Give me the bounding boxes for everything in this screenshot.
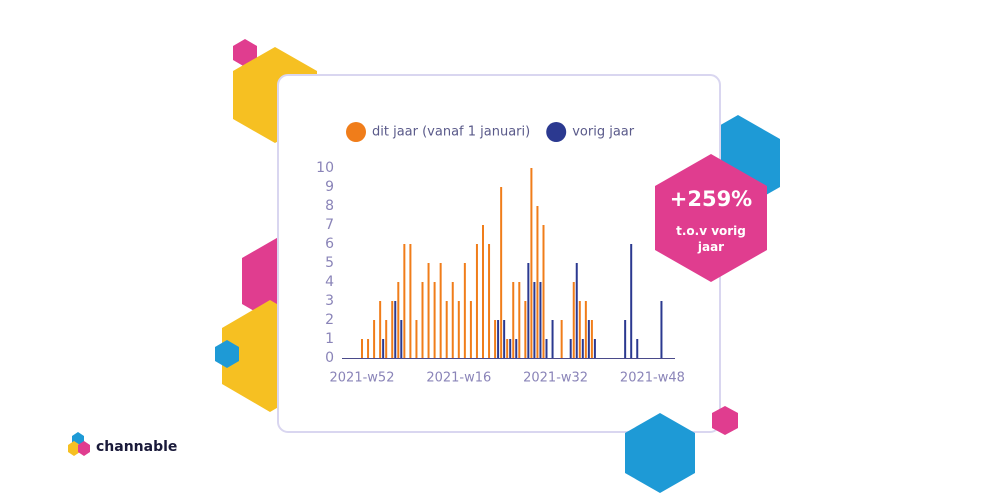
bar: [488, 244, 491, 358]
bar: [536, 206, 539, 358]
bar: [630, 244, 633, 358]
bar: [512, 282, 515, 358]
bar: [494, 320, 497, 358]
bar: [415, 320, 418, 358]
y-tick-label: 5: [325, 255, 334, 271]
y-tick-label: 4: [325, 274, 334, 290]
y-tick-label: 2: [325, 312, 334, 328]
bar: [469, 301, 472, 358]
bar: [457, 301, 460, 358]
bar: [367, 339, 370, 358]
bar: [391, 301, 394, 358]
bar: [421, 282, 424, 358]
bar: [475, 244, 478, 358]
bar: [385, 320, 388, 358]
y-tick-label: 3: [325, 293, 334, 309]
bar: [482, 225, 484, 358]
y-tick-label: 7: [325, 217, 334, 233]
bar: [533, 282, 536, 358]
bar: [373, 320, 376, 358]
bar: [593, 339, 596, 358]
x-tick-label: 2021-w48: [620, 371, 685, 386]
bar: [575, 263, 578, 358]
legend-swatch: [346, 122, 366, 142]
callout-hex: [655, 154, 767, 282]
bar: [400, 320, 403, 358]
bar: [394, 301, 397, 358]
bar: [584, 301, 587, 358]
bar: [433, 282, 436, 358]
bar: [515, 339, 518, 358]
bar: [636, 339, 639, 358]
y-tick-label: 10: [316, 160, 334, 176]
bar: [569, 339, 572, 358]
bar: [379, 301, 382, 358]
bar: [527, 263, 530, 358]
y-tick-label: 0: [325, 350, 334, 366]
bar: [524, 301, 527, 358]
bar: [518, 282, 521, 358]
bar: [463, 263, 466, 358]
bar: [624, 320, 627, 358]
deco-hex: [625, 413, 695, 493]
bar: [506, 339, 509, 358]
bar: [500, 187, 503, 358]
bar: [403, 244, 406, 358]
logo: [78, 441, 90, 456]
bar: [530, 168, 533, 358]
bar: [497, 320, 500, 358]
brand: channable: [96, 439, 177, 455]
y-tick-label: 8: [325, 198, 334, 214]
callout-value: +259%: [670, 187, 752, 211]
bar: [578, 301, 581, 358]
bar: [572, 282, 575, 358]
x-tick-label: 2021-w16: [426, 371, 491, 386]
logo: [68, 441, 80, 456]
bar: [660, 301, 663, 358]
deco-hex: [215, 340, 239, 368]
bar: [587, 320, 590, 358]
bar: [542, 225, 545, 358]
y-tick-label: 9: [325, 179, 334, 195]
bar: [397, 282, 400, 358]
y-tick-label: 1: [325, 331, 334, 347]
bar: [503, 320, 506, 358]
bar: [439, 263, 442, 358]
y-tick-label: 6: [325, 236, 334, 252]
bar: [409, 244, 412, 358]
bar: [551, 320, 554, 358]
legend-label: vorig jaar: [572, 125, 635, 140]
bar: [581, 339, 584, 358]
bar: [509, 339, 512, 358]
deco-hex: [712, 406, 738, 435]
bar: [545, 339, 548, 358]
bar: [560, 320, 563, 358]
x-tick-label: 2021-w32: [523, 371, 588, 386]
bar: [451, 282, 454, 358]
legend-label: dit jaar (vanaf 1 januari): [372, 125, 530, 140]
bar: [361, 339, 363, 358]
callout-text: t.o.v vorig jaar: [676, 224, 746, 254]
bar: [590, 320, 593, 358]
legend-swatch: [546, 122, 567, 142]
bar: [427, 263, 430, 358]
bar: [539, 282, 542, 358]
bar: [445, 301, 448, 358]
x-tick-label: 2021-w52: [330, 371, 395, 386]
deco-hex: [233, 39, 257, 67]
bar: [382, 339, 385, 358]
